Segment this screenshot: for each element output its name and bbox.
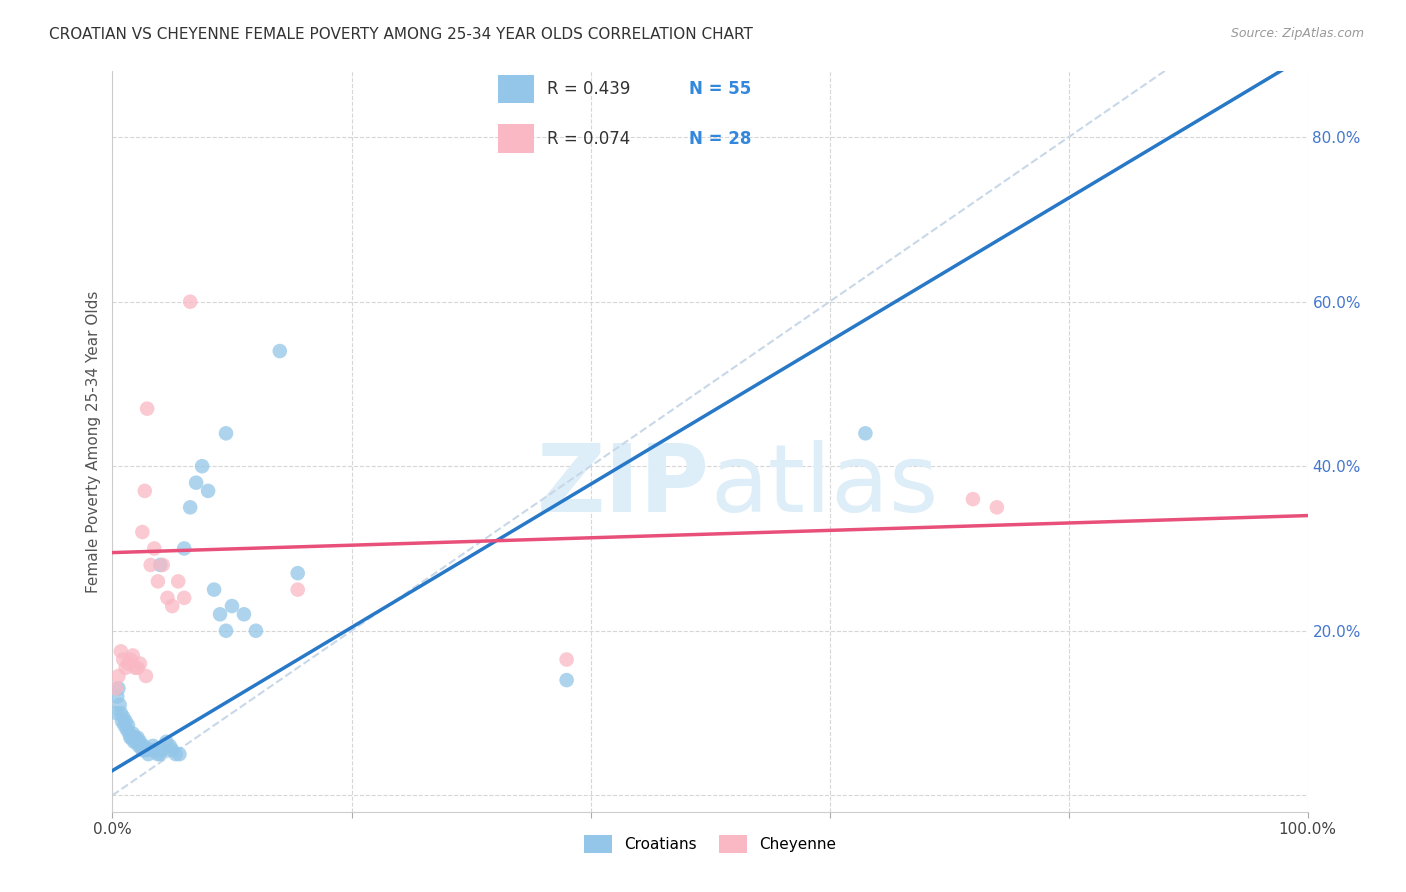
Point <box>134 743 156 757</box>
Point <box>121 648 143 663</box>
Point <box>179 500 201 515</box>
Point <box>118 726 141 740</box>
Point <box>191 459 214 474</box>
Point <box>202 582 225 597</box>
Legend: Croatians, Cheyenne: Croatians, Cheyenne <box>578 829 842 860</box>
Bar <box>498 75 534 103</box>
Point <box>134 483 156 498</box>
Point <box>165 747 187 761</box>
Point <box>173 541 195 556</box>
Point <box>114 661 136 675</box>
Y-axis label: Female Poverty Among 25-34 Year Olds: Female Poverty Among 25-34 Year Olds <box>86 291 101 592</box>
Point <box>179 294 201 309</box>
Point <box>129 657 152 671</box>
Point <box>125 735 148 749</box>
Point <box>107 681 129 696</box>
Point <box>155 735 177 749</box>
Point <box>146 574 169 589</box>
Point <box>121 726 143 740</box>
Point <box>287 566 309 581</box>
Point <box>139 558 162 572</box>
Point <box>143 541 166 556</box>
Point <box>127 731 149 745</box>
Point <box>114 714 136 729</box>
Point <box>117 718 139 732</box>
Point <box>555 673 578 687</box>
Point <box>122 735 145 749</box>
Point <box>215 426 238 441</box>
Point <box>129 739 152 753</box>
Point <box>124 661 146 675</box>
Point <box>131 743 153 757</box>
Point <box>121 731 143 745</box>
Point <box>169 747 191 761</box>
Point <box>167 574 190 589</box>
Point <box>110 644 132 658</box>
Point <box>156 591 179 605</box>
Point <box>112 710 135 724</box>
Point <box>152 558 174 572</box>
Point <box>105 706 128 720</box>
Point <box>111 714 134 729</box>
Point <box>287 582 309 597</box>
Point <box>117 657 139 671</box>
Point <box>145 743 167 757</box>
Text: ZIP: ZIP <box>537 440 710 532</box>
Point <box>135 743 157 757</box>
Point <box>107 669 129 683</box>
Point <box>135 669 157 683</box>
Point <box>142 739 165 753</box>
Text: N = 28: N = 28 <box>689 130 751 148</box>
Point <box>124 731 146 745</box>
Point <box>162 599 183 613</box>
Point <box>105 690 128 704</box>
Text: R = 0.439: R = 0.439 <box>547 79 630 97</box>
Point <box>149 747 172 761</box>
Point <box>186 475 208 490</box>
Point <box>131 524 153 539</box>
Point <box>110 706 132 720</box>
Point <box>245 624 267 638</box>
Text: N = 55: N = 55 <box>689 79 751 97</box>
Point <box>105 681 128 696</box>
Point <box>146 747 169 761</box>
Text: R = 0.074: R = 0.074 <box>547 130 630 148</box>
Point <box>269 344 291 359</box>
Point <box>215 624 238 638</box>
Point <box>127 661 149 675</box>
Point <box>152 743 174 757</box>
Point <box>221 599 243 613</box>
Bar <box>498 124 534 153</box>
Text: Source: ZipAtlas.com: Source: ZipAtlas.com <box>1230 27 1364 40</box>
Point <box>138 747 160 761</box>
Point <box>132 739 155 753</box>
Point <box>149 558 172 572</box>
Point <box>197 483 219 498</box>
Point <box>136 401 159 416</box>
Point <box>128 739 150 753</box>
Point <box>159 739 181 753</box>
Point <box>162 743 183 757</box>
Point <box>114 718 135 732</box>
Point <box>139 743 162 757</box>
Point <box>120 652 142 666</box>
Text: CROATIAN VS CHEYENNE FEMALE POVERTY AMONG 25-34 YEAR OLDS CORRELATION CHART: CROATIAN VS CHEYENNE FEMALE POVERTY AMON… <box>49 27 754 42</box>
Point <box>555 652 578 666</box>
Point <box>120 731 142 745</box>
Point <box>173 591 195 605</box>
Point <box>115 723 138 737</box>
Point <box>986 500 1008 515</box>
Point <box>108 698 131 712</box>
Text: atlas: atlas <box>710 440 938 532</box>
Point <box>962 492 984 507</box>
Point <box>855 426 877 441</box>
Point <box>129 735 152 749</box>
Point <box>112 652 135 666</box>
Point <box>209 607 232 622</box>
Point <box>233 607 256 622</box>
